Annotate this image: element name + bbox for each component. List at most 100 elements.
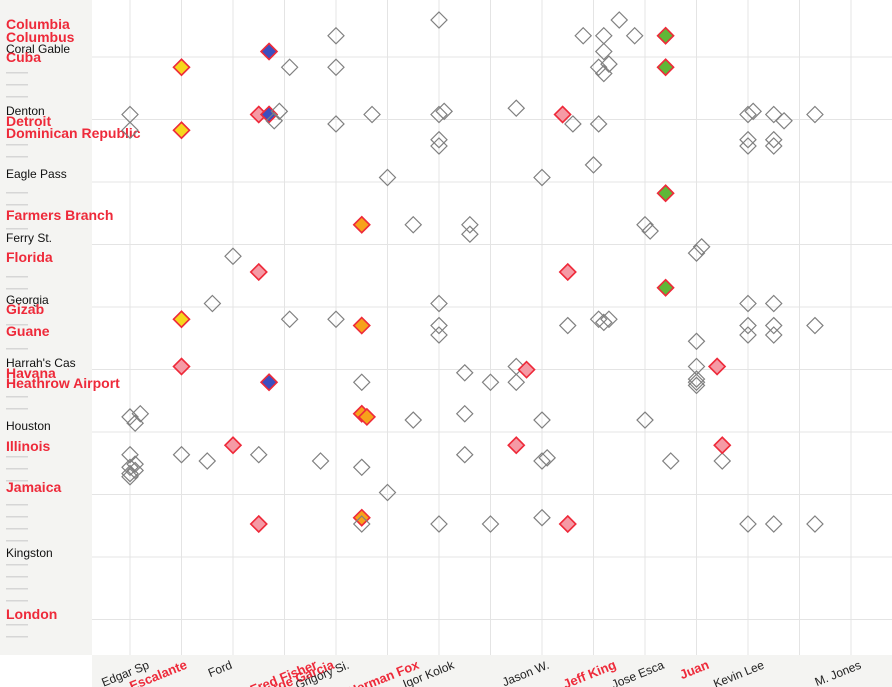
data-point [687, 332, 706, 351]
data-point [594, 64, 613, 83]
data-point [656, 26, 675, 45]
data-point [739, 515, 757, 533]
data-point [172, 445, 191, 464]
data-point [224, 247, 242, 266]
data-point [574, 26, 593, 45]
data-point [656, 278, 675, 297]
faint-tick-mark [6, 468, 28, 470]
y-axis-label: Jamaica [6, 479, 61, 495]
data-point [481, 515, 500, 533]
faint-tick-mark [6, 564, 28, 566]
data-point [327, 115, 345, 133]
data-points [121, 11, 824, 534]
faint-tick-mark [6, 156, 28, 158]
data-point [775, 111, 793, 130]
data-point [600, 310, 618, 329]
data-point [517, 360, 536, 379]
data-point [172, 58, 191, 77]
faint-tick-mark [6, 276, 28, 278]
data-point [203, 294, 222, 313]
data-point [352, 316, 371, 335]
data-point [594, 42, 613, 61]
data-point [687, 376, 706, 395]
data-point [265, 111, 284, 130]
data-point [707, 357, 727, 376]
data-point [280, 310, 299, 329]
faint-minor-labels [6, 72, 28, 638]
data-point [404, 215, 423, 234]
data-point [131, 404, 150, 423]
faint-tick-mark [6, 96, 28, 98]
y-axis-label: Eagle Pass [6, 167, 67, 181]
faint-tick-mark [6, 324, 28, 326]
data-point [430, 105, 448, 124]
faint-tick-mark [6, 540, 28, 542]
faint-tick-mark [6, 624, 28, 626]
data-point [656, 58, 675, 77]
faint-tick-mark [6, 528, 28, 530]
y-axis-label: Houston [6, 419, 51, 433]
data-point [764, 130, 783, 149]
data-point [744, 102, 762, 121]
data-point [352, 373, 371, 392]
data-point [739, 137, 757, 155]
x-axis-panel [92, 655, 892, 687]
y-axis-label: London [6, 606, 57, 622]
data-point [764, 515, 783, 533]
data-point [430, 326, 448, 344]
data-point [378, 483, 397, 502]
data-point [280, 58, 299, 77]
data-point [172, 121, 191, 140]
data-point [430, 130, 448, 149]
y-axis-panel [0, 0, 92, 655]
data-point [656, 184, 675, 203]
y-axis-label: Florida [6, 249, 53, 265]
faint-tick-mark [6, 72, 28, 74]
data-point [121, 445, 139, 464]
data-point [507, 436, 526, 455]
data-point [764, 105, 783, 124]
data-point [249, 514, 268, 534]
faint-tick-mark [6, 192, 28, 194]
data-point [352, 508, 371, 527]
y-axis-label: Georgia [6, 293, 49, 307]
data-point [594, 313, 613, 332]
faint-tick-mark [6, 456, 28, 458]
y-axis-label: Farmers Branch [6, 207, 113, 223]
data-point [311, 452, 330, 470]
data-point [435, 102, 453, 121]
data-point [687, 370, 706, 388]
data-point [327, 310, 345, 329]
data-point [692, 237, 711, 256]
data-point [564, 115, 582, 133]
data-point [352, 515, 371, 533]
data-point [636, 215, 654, 234]
data-point [363, 105, 381, 124]
y-axis-label: Kingston [6, 546, 53, 560]
faint-tick-mark [6, 588, 28, 590]
data-point [764, 137, 783, 155]
y-axis-label: Cuba [6, 49, 41, 65]
data-point [589, 115, 608, 133]
y-axis-label: Ferry St. [6, 231, 52, 245]
data-point [249, 262, 268, 282]
data-point [121, 467, 139, 486]
data-point [584, 156, 603, 174]
y-axis-label: Columbus [6, 29, 75, 45]
data-point [327, 58, 345, 77]
faint-tick-mark [6, 408, 28, 410]
data-point [806, 515, 824, 533]
data-point [430, 294, 448, 313]
data-point [687, 373, 706, 392]
grid-lines [92, 0, 892, 655]
y-axis-label: Denton [6, 104, 45, 118]
y-axis-label: Havana [6, 365, 56, 381]
y-axis-label: Harrah's Cas [6, 356, 76, 370]
data-point [455, 445, 474, 464]
data-point [641, 222, 659, 240]
data-point [661, 452, 680, 470]
data-point [764, 294, 783, 313]
y-axis-label: Illinois [6, 438, 51, 454]
data-point [455, 404, 474, 423]
